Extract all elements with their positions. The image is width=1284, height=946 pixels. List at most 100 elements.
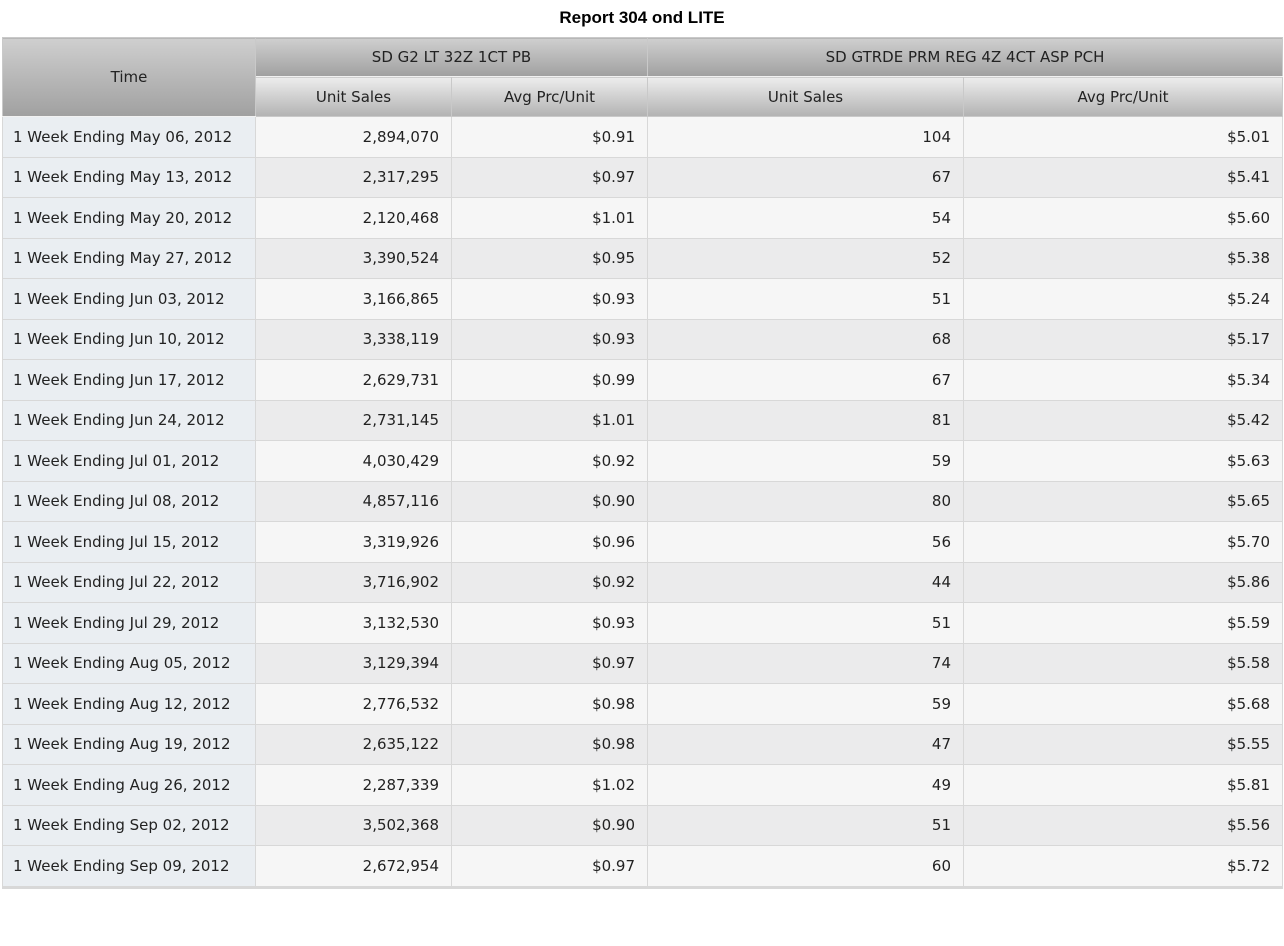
unit-sales-cell-2: 56	[647, 521, 965, 563]
avg-price-cell-2: $5.56	[963, 804, 1284, 846]
table-row: 1 Week Ending May 13, 2012 2,317,295 $0.97…	[2, 156, 1284, 198]
time-cell: 1 Week Ending Aug 19, 2012	[2, 723, 256, 765]
avg-price-cell-1: $0.93	[450, 278, 649, 320]
unit-sales-cell-2: 67	[647, 359, 965, 401]
avg-price-cell-1: $0.90	[450, 804, 649, 846]
time-cell: 1 Week Ending May 27, 2012	[2, 237, 256, 279]
table-row: 1 Week Ending May 20, 2012 2,120,468 $1.01…	[2, 197, 1284, 239]
unit-sales-cell-1: 3,166,865	[255, 278, 452, 320]
avg-price-cell-1: $1.01	[450, 197, 649, 239]
time-cell: 1 Week Ending Jul 29, 2012	[2, 602, 256, 644]
unit-sales-cell-1: 3,129,394	[255, 642, 452, 684]
time-cell: 1 Week Ending Jun 03, 2012	[2, 278, 256, 320]
avg-price-cell-1: $0.91	[450, 116, 649, 158]
avg-price-header-1[interactable]: Avg Prc/Unit	[450, 76, 649, 117]
unit-sales-cell-1: 3,390,524	[255, 237, 452, 279]
avg-price-cell-1: $0.93	[450, 602, 649, 644]
unit-sales-cell-1: 2,731,145	[255, 399, 452, 441]
time-cell: 1 Week Ending Jul 22, 2012	[2, 561, 256, 603]
time-cell: 1 Week Ending Jun 24, 2012	[2, 399, 256, 441]
report-table: Time SD G2 LT 32Z 1CT PB SD GTRDE PRM RE…	[2, 37, 1284, 889]
unit-sales-cell-1: 2,317,295	[255, 156, 452, 198]
avg-price-cell-2: $5.72	[963, 845, 1284, 888]
avg-price-cell-2: $5.17	[963, 318, 1284, 360]
time-cell: 1 Week Ending May 20, 2012	[2, 197, 256, 239]
avg-price-cell-1: $0.90	[450, 480, 649, 522]
table-row: 1 Week Ending Aug 12, 2012 2,776,532 $0.98…	[2, 683, 1284, 725]
avg-price-cell-2: $5.63	[963, 440, 1284, 482]
avg-price-cell-2: $5.68	[963, 683, 1284, 725]
avg-price-header-2[interactable]: Avg Prc/Unit	[963, 76, 1284, 117]
table-row: 1 Week Ending May 27, 2012 3,390,524 $0.95…	[2, 237, 1284, 279]
time-column-header[interactable]: Time	[2, 37, 256, 117]
unit-sales-cell-1: 2,635,122	[255, 723, 452, 765]
table-body: 1 Week Ending May 06, 2012 2,894,070 $0.91…	[2, 116, 1284, 888]
unit-sales-cell-2: 51	[647, 804, 965, 846]
unit-sales-cell-1: 3,338,119	[255, 318, 452, 360]
time-cell: 1 Week Ending Aug 05, 2012	[2, 642, 256, 684]
unit-sales-cell-2: 60	[647, 845, 965, 888]
table-row: 1 Week Ending Jul 15, 2012 3,319,926 $0.96…	[2, 521, 1284, 563]
time-cell: 1 Week Ending Sep 02, 2012	[2, 804, 256, 846]
avg-price-cell-1: $0.97	[450, 156, 649, 198]
header-measure-row: Unit Sales Avg Prc/Unit Unit Sales Avg P…	[3, 76, 1284, 117]
unit-sales-cell-1: 3,319,926	[255, 521, 452, 563]
time-cell: 1 Week Ending Aug 26, 2012	[2, 764, 256, 806]
unit-sales-cell-1: 2,672,954	[255, 845, 452, 888]
unit-sales-header-2[interactable]: Unit Sales	[647, 76, 965, 117]
unit-sales-cell-1: 3,502,368	[255, 804, 452, 846]
time-cell: 1 Week Ending May 06, 2012	[2, 116, 256, 158]
avg-price-cell-2: $5.55	[963, 723, 1284, 765]
avg-price-cell-2: $5.41	[963, 156, 1284, 198]
unit-sales-cell-2: 47	[647, 723, 965, 765]
unit-sales-cell-2: 67	[647, 156, 965, 198]
time-cell: 1 Week Ending Jul 01, 2012	[2, 440, 256, 482]
avg-price-cell-2: $5.70	[963, 521, 1284, 563]
time-cell: 1 Week Ending Jun 10, 2012	[2, 318, 256, 360]
table-row: 1 Week Ending Jun 03, 2012 3,166,865 $0.93…	[2, 278, 1284, 320]
unit-sales-cell-2: 54	[647, 197, 965, 239]
table-row: 1 Week Ending Sep 02, 2012 3,502,368 $0.90…	[2, 804, 1284, 846]
unit-sales-cell-2: 52	[647, 237, 965, 279]
avg-price-cell-1: $0.92	[450, 440, 649, 482]
avg-price-cell-2: $5.34	[963, 359, 1284, 401]
unit-sales-cell-1: 2,894,070	[255, 116, 452, 158]
table-row: 1 Week Ending Jul 01, 2012 4,030,429 $0.92…	[2, 440, 1284, 482]
unit-sales-cell-2: 81	[647, 399, 965, 441]
table-row: 1 Week Ending Jun 10, 2012 3,338,119 $0.93…	[2, 318, 1284, 360]
avg-price-cell-2: $5.86	[963, 561, 1284, 603]
unit-sales-header-1[interactable]: Unit Sales	[255, 76, 452, 117]
avg-price-cell-2: $5.59	[963, 602, 1284, 644]
time-cell: 1 Week Ending Jul 08, 2012	[2, 480, 256, 522]
unit-sales-cell-1: 2,287,339	[255, 764, 452, 806]
avg-price-cell-1: $0.93	[450, 318, 649, 360]
table-row: 1 Week Ending Jul 08, 2012 4,857,116 $0.90…	[2, 480, 1284, 522]
report-title: Report 304 ond LITE	[559, 8, 725, 27]
unit-sales-cell-2: 74	[647, 642, 965, 684]
product-group-header-1[interactable]: SD G2 LT 32Z 1CT PB	[254, 37, 649, 77]
avg-price-cell-2: $5.42	[963, 399, 1284, 441]
avg-price-cell-2: $5.01	[963, 116, 1284, 158]
unit-sales-cell-2: 49	[647, 764, 965, 806]
avg-price-cell-1: $1.01	[450, 399, 649, 441]
time-cell: 1 Week Ending Jul 15, 2012	[2, 521, 256, 563]
header-group-row: Time SD G2 LT 32Z 1CT PB SD GTRDE PRM RE…	[2, 37, 1284, 117]
table-header: Time SD G2 LT 32Z 1CT PB SD GTRDE PRM RE…	[2, 37, 1284, 117]
unit-sales-cell-1: 4,857,116	[255, 480, 452, 522]
table-row: 1 Week Ending May 06, 2012 2,894,070 $0.91…	[2, 116, 1284, 158]
time-cell: 1 Week Ending Sep 09, 2012	[2, 845, 256, 888]
unit-sales-cell-2: 59	[647, 440, 965, 482]
table-row: 1 Week Ending Jun 17, 2012 2,629,731 $0.99…	[2, 359, 1284, 401]
avg-price-cell-1: $0.92	[450, 561, 649, 603]
unit-sales-cell-1: 4,030,429	[255, 440, 452, 482]
time-cell: 1 Week Ending Jun 17, 2012	[2, 359, 256, 401]
avg-price-cell-1: $0.98	[450, 683, 649, 725]
avg-price-cell-1: $0.95	[450, 237, 649, 279]
table-row: 1 Week Ending Jul 29, 2012 3,132,530 $0.93…	[2, 602, 1284, 644]
avg-price-cell-2: $5.81	[963, 764, 1284, 806]
unit-sales-cell-2: 51	[647, 602, 965, 644]
unit-sales-cell-2: 59	[647, 683, 965, 725]
avg-price-cell-1: $0.99	[450, 359, 649, 401]
product-group-header-2[interactable]: SD GTRDE PRM REG 4Z 4CT ASP PCH	[647, 37, 1284, 77]
table-row: 1 Week Ending Aug 19, 2012 2,635,122 $0.98…	[2, 723, 1284, 765]
